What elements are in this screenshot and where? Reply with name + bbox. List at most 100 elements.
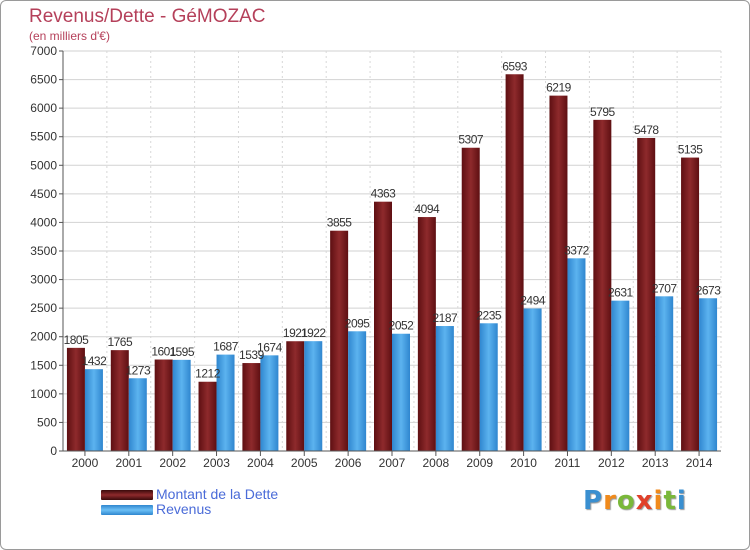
x-tick-label: 2010: [510, 456, 537, 470]
x-tick-label: 2002: [159, 456, 186, 470]
bar-revenue-label: 1273: [125, 363, 151, 377]
bar-revenue-label: 2095: [345, 316, 371, 330]
bar-revenue: [523, 308, 542, 451]
bar-revenue-label: 2235: [476, 308, 502, 322]
bar-debt: [66, 347, 85, 451]
bar-debt-label: 3855: [327, 216, 353, 230]
bar-revenue-label: 2707: [652, 281, 678, 295]
bar-debt: [417, 217, 436, 451]
bar-debt: [505, 74, 524, 451]
x-tick-label: 2004: [247, 456, 274, 470]
y-tick-label: 6000: [30, 101, 57, 115]
bar-debt: [549, 95, 568, 451]
y-tick-label: 5000: [30, 158, 57, 172]
logo-letter: x: [635, 486, 654, 516]
bar-revenue: [260, 355, 279, 451]
axes: 0 500 1000 1500 2000 2500 3000 3500 4000 4500 5000…: [30, 44, 721, 470]
bars: [66, 74, 718, 452]
x-tick-label: 2008: [423, 456, 450, 470]
bar-debt: [198, 381, 217, 451]
logo-letter: t: [663, 486, 677, 516]
x-tick-label: 2000: [72, 456, 99, 470]
bar-revenue: [435, 326, 454, 451]
y-tick-label: 3000: [30, 273, 57, 287]
bar-debt-label: 5478: [634, 123, 660, 137]
bar-debt-label: 1805: [64, 333, 90, 347]
bar-revenue: [84, 369, 103, 451]
bar-revenue-label: 2673: [696, 283, 722, 297]
x-tick-label: 2013: [642, 456, 669, 470]
bar-debt: [242, 363, 261, 451]
bar-revenue-label: 1595: [169, 345, 195, 359]
bar-revenue: [479, 323, 498, 451]
bar-revenue: [304, 341, 323, 451]
bar-debt: [593, 119, 612, 451]
proxiti-logo: Proxiti: [583, 486, 687, 516]
bar-revenue: [567, 258, 586, 451]
y-tick-label: 0: [50, 444, 57, 458]
bar-revenue: [699, 298, 718, 451]
legend-label-revenue: Revenus: [156, 501, 212, 517]
bar-debt-label: 1765: [107, 335, 133, 349]
x-tick-label: 2014: [686, 456, 713, 470]
x-tick-label: 2009: [466, 456, 493, 470]
bar-revenue-label: 2187: [433, 311, 459, 325]
y-tick-label: 6500: [30, 73, 57, 87]
bar-revenue: [392, 333, 410, 451]
bar-revenue-label: 3372: [564, 243, 590, 257]
bar-debt: [637, 137, 656, 451]
bar-debt: [461, 147, 480, 451]
bar-debt-label: 5795: [590, 105, 616, 119]
x-tick-label: 2006: [335, 456, 362, 470]
chart-subtitle: (en milliers d'€): [29, 29, 110, 43]
legend-swatch-debt: [101, 490, 153, 500]
x-tick-label: 2005: [291, 456, 318, 470]
bar-revenue-label: 2052: [389, 319, 415, 333]
bar-debt: [286, 341, 305, 451]
y-tick-label: 1500: [30, 358, 57, 372]
bar-debt: [374, 201, 392, 451]
bar-revenue: [611, 300, 630, 451]
legend-label-debt: Montant de la Dette: [156, 486, 279, 502]
bar-debt-label: 1921: [283, 326, 309, 340]
bar-revenue: [655, 296, 674, 451]
legend-swatch-revenue: [101, 505, 153, 515]
bar-revenue: [128, 378, 147, 451]
bar-revenue-label: 1687: [213, 340, 239, 354]
bar-revenue-label: 1674: [257, 340, 283, 354]
y-tick-label: 4500: [30, 187, 57, 201]
y-tick-label: 4000: [30, 215, 57, 229]
bar-revenue: [348, 331, 367, 451]
y-tick-label: 5500: [30, 130, 57, 144]
y-tick-label: 3500: [30, 244, 57, 258]
logo-letter: r: [603, 486, 617, 516]
y-tick-label: 1000: [30, 387, 57, 401]
bar-debt: [681, 157, 700, 452]
bar-debt: [330, 230, 349, 451]
bar-debt: [154, 359, 173, 451]
x-tick-label: 2011: [555, 456, 581, 470]
y-tick-label: 500: [37, 415, 57, 429]
bar-revenue-label: 1432: [82, 354, 108, 368]
bar-debt-label: 5307: [458, 133, 484, 147]
bar-debt-label: 1601: [151, 345, 177, 359]
y-tick-label: 2500: [30, 301, 57, 315]
bar-debt-label: 1539: [239, 348, 265, 362]
y-tick-label: 2000: [30, 330, 57, 344]
logo-letter: o: [616, 486, 636, 516]
bar-revenue-label: 2494: [520, 293, 546, 307]
x-tick-label: 2001: [115, 456, 142, 470]
y-tick-label: 7000: [30, 44, 57, 58]
logo-letter: P: [583, 486, 604, 516]
bar-debt-label: 6219: [546, 81, 572, 95]
bar-revenue: [172, 359, 191, 451]
bar-debt-label: 4094: [415, 202, 441, 216]
bar-debt-label: 5135: [678, 143, 704, 157]
bar-revenue-label: 1922: [301, 326, 327, 340]
bar-debt-label: 1212: [195, 367, 221, 381]
bar-debt-label: 6593: [502, 59, 528, 73]
bar-revenue-label: 2631: [608, 286, 634, 300]
